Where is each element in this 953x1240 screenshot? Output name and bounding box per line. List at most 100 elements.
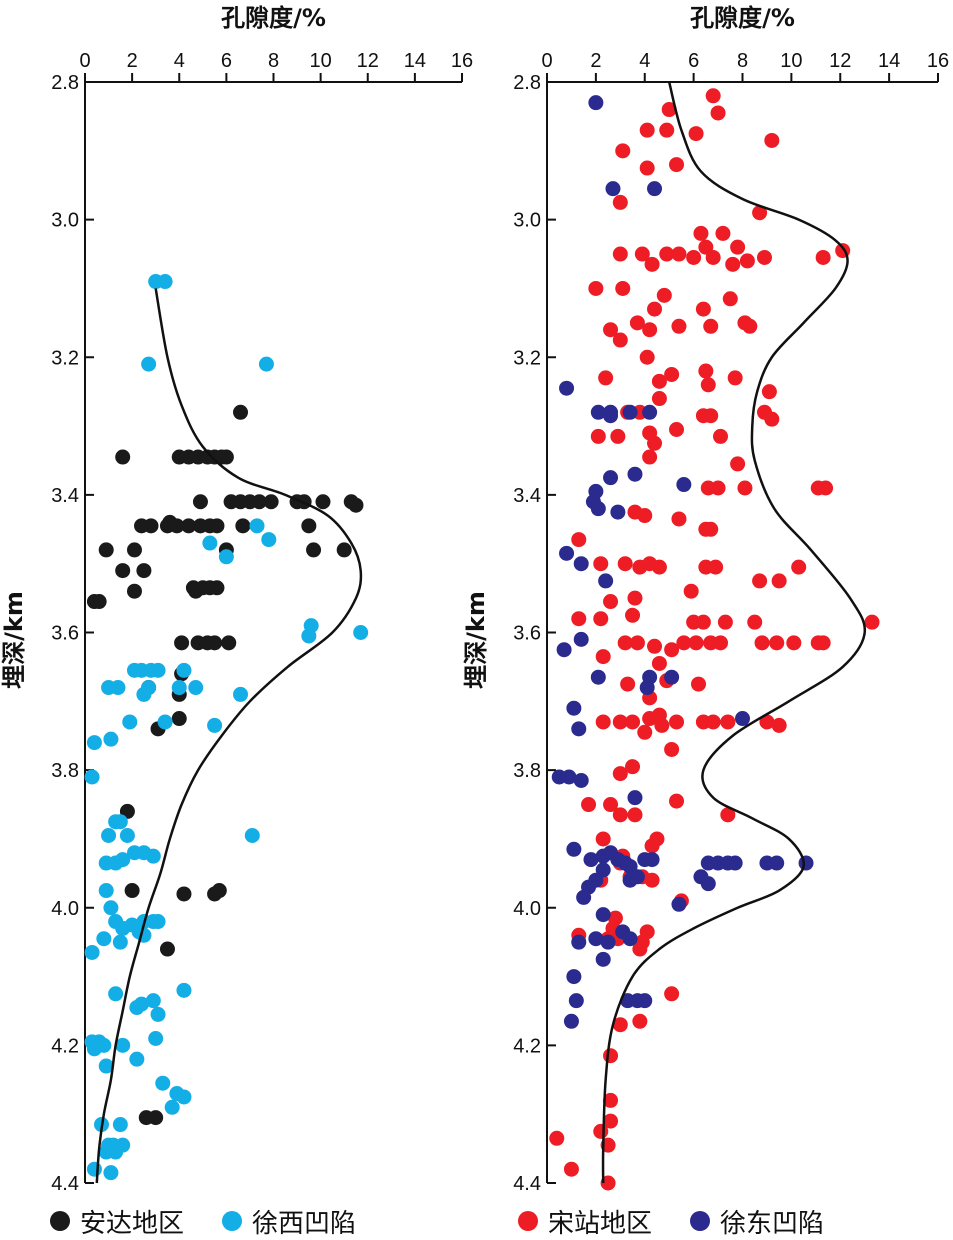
y-tick-label-left-2: 3.2 [51, 347, 79, 369]
data-point-left-0-42 [188, 583, 204, 599]
data-point-right-2-41 [612, 332, 628, 348]
x-tick-label-left-4: 8 [268, 50, 279, 72]
data-point-right-2-54 [703, 408, 719, 424]
data-point-right-2-45 [700, 377, 716, 393]
data-point-left-1-36 [115, 852, 131, 868]
data-point-right-3-23 [664, 669, 680, 685]
data-point-right-3-20 [573, 631, 589, 647]
data-point-left-1-46 [150, 914, 166, 930]
data-point-right-2-164 [549, 1130, 565, 1146]
trend-curve-left [95, 288, 363, 1184]
data-point-right-3-62 [622, 931, 638, 947]
data-point-right-2-28 [588, 280, 604, 296]
legend-label-xuxi: 徐西凹陷 [252, 1208, 357, 1239]
data-point-right-2-33 [647, 301, 663, 317]
data-point-right-2-74 [703, 521, 719, 537]
data-point-right-2-49 [761, 384, 777, 400]
data-point-right-2-60 [610, 428, 626, 444]
y-tick-label-right-6: 4.0 [513, 898, 541, 920]
data-point-left-0-36 [115, 563, 131, 579]
x-axis-title-left: 孔隙度/% [221, 4, 326, 32]
data-point-right-2-165 [563, 1161, 579, 1177]
data-point-right-2-129 [664, 741, 680, 757]
data-point-left-1-4 [249, 518, 265, 534]
data-point-right-2-100 [664, 642, 680, 658]
data-point-right-2-9 [639, 160, 655, 176]
y-tick-label-right-8: 4.4 [513, 1173, 541, 1195]
data-point-left-0-58 [176, 886, 192, 902]
data-point-right-2-18 [671, 246, 687, 262]
data-point-left-1-77 [108, 1144, 124, 1160]
y-tick-label-right-2: 3.2 [513, 347, 541, 369]
data-point-left-1-30 [112, 814, 128, 830]
data-point-right-3-6 [622, 404, 638, 420]
x-tick-label-left-7: 14 [404, 50, 426, 72]
y-tick-label-right-5: 3.8 [513, 760, 541, 782]
data-point-right-2-158 [632, 1013, 648, 1029]
data-point-right-3-29 [561, 769, 577, 785]
data-point-right-2-25 [756, 249, 772, 265]
legend-item-songzhan: 宋站地区 [518, 1203, 652, 1240]
data-point-left-0-9 [192, 494, 208, 510]
data-point-right-3-30 [573, 772, 589, 788]
data-point-right-2-12 [693, 225, 709, 241]
data-point-right-2-58 [669, 422, 685, 438]
data-point-left-0-50 [221, 635, 237, 651]
y-axis-title-right: 埋深/km [462, 591, 490, 689]
data-point-left-1-19 [171, 680, 187, 696]
data-point-right-2-135 [720, 807, 736, 823]
chart-panel-left: 0 2 4 6 8 10 12 14 16 2.8 3.0 3.2 3.4 3.6 3.8 4.0 4.2 4.4… [0, 4, 473, 1195]
data-point-right-2-67 [737, 480, 753, 496]
x-tick-label-right-2: 4 [639, 50, 650, 72]
legend-item-xudong: 徐东凹陷 [690, 1203, 824, 1240]
data-point-right-2-19 [815, 249, 831, 265]
data-point-left-1-31 [101, 827, 117, 843]
data-point-right-2-95 [747, 614, 763, 630]
data-point-right-3-46 [727, 855, 743, 871]
legend-item-xuxi: 徐西凹陷 [222, 1203, 356, 1240]
data-point-right-3-64 [566, 969, 582, 985]
data-point-right-2-36 [742, 318, 758, 334]
data-point-left-1-15 [176, 662, 192, 678]
x-tick-label-left-1: 2 [127, 50, 138, 72]
data-point-right-2-21 [686, 249, 702, 265]
data-point-right-2-146 [644, 872, 660, 888]
data-point-left-0-54 [171, 711, 187, 727]
y-tick-label-left-7: 4.2 [51, 1035, 79, 1057]
data-point-left-0-61 [159, 941, 175, 957]
data-point-right-3-48 [769, 855, 785, 871]
data-point-right-3-32 [566, 841, 582, 857]
data-point-left-1-57 [129, 1000, 145, 1016]
data-point-right-2-39 [642, 322, 658, 338]
data-point-right-2-122 [669, 714, 685, 730]
data-point-right-2-116 [595, 714, 611, 730]
data-point-left-1-14 [150, 662, 166, 678]
data-point-right-3-60 [571, 934, 587, 950]
data-point-right-2-128 [637, 724, 653, 740]
data-point-right-2-59 [590, 428, 606, 444]
data-point-right-2-107 [786, 635, 802, 651]
data-point-right-2-71 [627, 504, 643, 520]
data-point-right-2-15 [730, 239, 746, 255]
data-point-right-2-69 [818, 480, 834, 496]
data-point-left-0-34 [306, 542, 322, 558]
data-point-right-2-13 [715, 225, 731, 241]
data-point-right-2-7 [615, 143, 631, 159]
data-point-right-2-62 [713, 428, 729, 444]
data-point-right-2-84 [771, 573, 787, 589]
data-point-right-3-2 [647, 181, 663, 197]
data-point-right-2-101 [676, 635, 692, 651]
data-point-left-1-78 [86, 1161, 102, 1177]
data-point-right-2-142 [644, 838, 660, 854]
data-point-right-3-4 [590, 404, 606, 420]
data-point-right-3-27 [735, 711, 750, 727]
data-point-right-2-88 [683, 583, 699, 599]
data-point-right-3-69 [563, 1013, 579, 1029]
x-tick-label-right-3: 6 [688, 50, 699, 72]
y-tick-label-left-6: 4.0 [51, 898, 79, 920]
data-point-right-3-14 [590, 501, 606, 517]
legend-left: 安达地区 徐西凹陷 [50, 1203, 394, 1239]
data-point-left-1-10 [353, 625, 369, 640]
data-point-right-3-68 [637, 993, 653, 1009]
data-point-left-1-64 [148, 1030, 164, 1046]
